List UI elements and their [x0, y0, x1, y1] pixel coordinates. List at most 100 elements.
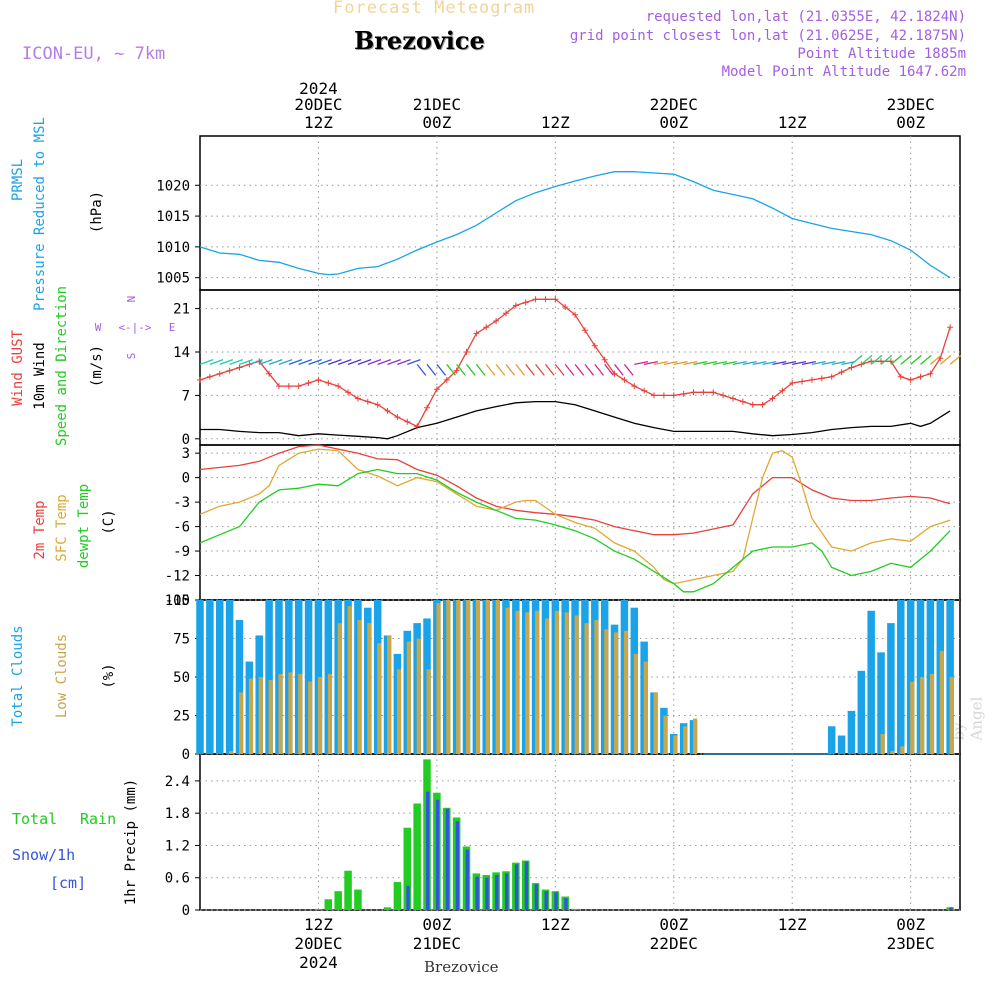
top-year: 2024 [299, 79, 338, 98]
gust-marker [917, 373, 924, 380]
wind-arrow [465, 363, 476, 376]
gust-marker [404, 418, 411, 425]
rain-bar [324, 899, 333, 910]
total-cloud-bar [887, 623, 895, 754]
wind-arrow [535, 363, 545, 376]
gust-marker [601, 356, 608, 363]
gust-marker [749, 401, 756, 408]
low-cloud-bar [278, 673, 283, 754]
wind-arrow [337, 358, 352, 366]
wind-arrow [742, 360, 757, 366]
wind-arrow [377, 358, 392, 366]
low-cloud-bar [693, 718, 698, 754]
wind-arrow [347, 358, 362, 366]
wind-arrow [268, 358, 283, 366]
gust-marker [542, 296, 549, 303]
low-cloud-bar [653, 692, 658, 754]
wind-arrow [860, 354, 873, 365]
rain-bar [334, 891, 342, 910]
y-tick-label: 1.8 [165, 806, 190, 822]
low-cloud-bar [238, 692, 244, 754]
gust-marker [947, 324, 954, 331]
low-cloud-bar [515, 610, 520, 754]
total-label: Total [12, 810, 57, 828]
low-cloud-bar [604, 629, 609, 754]
pressure-unit: (hPa) [89, 191, 105, 233]
low-cloud-bar [594, 620, 599, 754]
snow-bar [455, 821, 460, 910]
wind-arrow [357, 358, 372, 366]
rain-bar [314, 908, 323, 910]
wind-arrow [397, 358, 411, 366]
low-cloud-bar [298, 673, 303, 754]
snow-bar [554, 892, 558, 910]
wind-arrow [870, 354, 883, 365]
precip-unit: 1hr Precip (mm) [123, 779, 139, 905]
low-cloud-bar [633, 653, 638, 754]
panel-frame [199, 753, 961, 911]
low-cloud-bar [426, 669, 431, 754]
y-tick-label: 0 [182, 903, 190, 919]
forecast-subtitle: Forecast Meteogram [333, 0, 536, 18]
snow-bar [475, 876, 479, 910]
wind-arrow [318, 358, 332, 366]
low-cloud-bar [505, 607, 510, 754]
wind-arrow [929, 354, 942, 365]
wind-arrow [298, 358, 313, 366]
wind-arrow [663, 360, 678, 366]
y-tick-label: 14 [173, 345, 190, 361]
snow-bar [445, 808, 450, 910]
gust-marker [897, 373, 904, 380]
snow-unit: [cm] [50, 874, 86, 892]
gust-marker [384, 407, 391, 414]
wind-arrow [436, 363, 447, 376]
gust-marker [631, 383, 638, 390]
low-cloud-bar [317, 677, 323, 754]
model-label: ICON-EU, ~ 7km [22, 44, 166, 64]
gust-marker [878, 358, 885, 365]
top-time-label: 00Z [896, 113, 925, 132]
snow-bar [406, 885, 410, 910]
total-cloud-bar [877, 652, 885, 754]
wind-arrow [544, 363, 555, 376]
snow-bar [514, 864, 519, 910]
wind-arrow [525, 363, 535, 376]
y-tick-label: 1010 [156, 240, 190, 256]
y-tick-label: 0.6 [165, 871, 190, 887]
bottom-day-label: 21DEC [413, 934, 461, 953]
gust-marker [690, 389, 697, 396]
snow-bar [435, 799, 440, 910]
total-cloud-bar [837, 735, 846, 754]
gust-marker [493, 318, 500, 324]
low-cloud-bar [495, 600, 500, 754]
low-cloud-bar [436, 603, 441, 754]
wind-arrow [772, 360, 787, 366]
y-tick-label: 1020 [156, 178, 190, 194]
gust-marker [305, 380, 312, 386]
wind-arrow [249, 358, 263, 366]
model-altitude: Model Point Altitude 1647.62m [721, 64, 966, 80]
y-tick-label: 7 [182, 388, 190, 404]
snow-bar [504, 873, 509, 910]
gust-marker [325, 380, 332, 386]
bottom-year: 2024 [299, 953, 338, 972]
wind-arrow [653, 360, 668, 366]
compass-e: E [169, 321, 176, 334]
location-title: Brezovice [354, 26, 485, 55]
compass-w: W [95, 321, 102, 334]
low-cloud-bar [643, 661, 648, 754]
low-cloud-bar [268, 680, 273, 754]
wind-arrow [426, 363, 437, 376]
wind-arrow [939, 354, 952, 365]
wind-arrow [258, 358, 273, 366]
wind-arrow [732, 360, 747, 366]
gust-marker [483, 324, 490, 331]
wind-gust-label: Wind GUST [10, 330, 26, 406]
pressure-label-2: Pressure Reduced to MSL [32, 117, 48, 311]
snow-label: Snow/1h [12, 846, 75, 864]
compass-s: S [125, 353, 138, 360]
wind-arrow [288, 358, 303, 366]
rain-label: Rain [80, 810, 116, 828]
gust-marker [572, 311, 579, 318]
